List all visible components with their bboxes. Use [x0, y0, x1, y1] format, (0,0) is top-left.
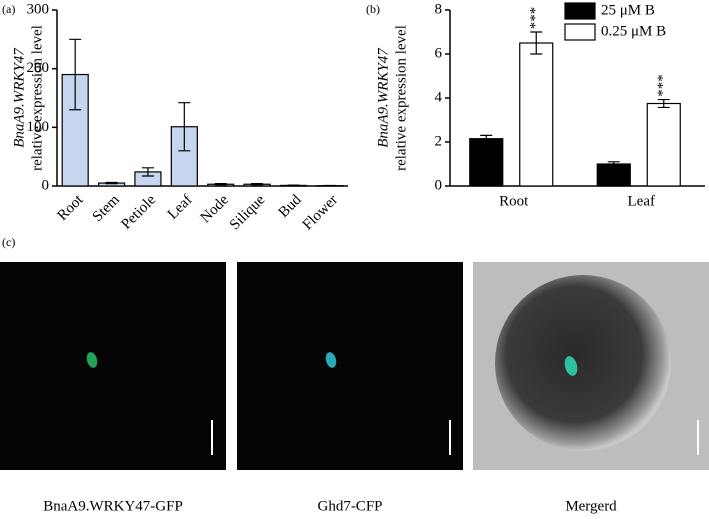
y-tick-label: 2	[435, 133, 443, 149]
x-tick-label: Root	[499, 193, 529, 209]
error-bar	[657, 98, 670, 109]
panel-label: (b)	[366, 2, 380, 16]
micrograph	[237, 262, 463, 470]
y-tick-label: 8	[435, 1, 443, 17]
error-bar	[178, 102, 191, 152]
error-bar	[141, 167, 154, 177]
error-bar	[251, 183, 264, 186]
micrograph	[473, 262, 709, 470]
x-tick-label: Flower	[300, 192, 341, 233]
y-tick-label: 200	[27, 60, 50, 76]
y-axis-label: relative expression level	[393, 25, 409, 171]
image-caption: Mergerd	[565, 498, 617, 514]
x-tick-label: Leaf	[165, 192, 196, 223]
error-bar	[214, 183, 227, 186]
image-caption: BnaA9.WRKY47-GFP	[43, 498, 183, 514]
x-tick-label: Leaf	[628, 193, 655, 209]
x-tick-label: Petiole	[118, 192, 159, 233]
y-axis-label: BnaA9.WRKY47	[11, 47, 27, 148]
legend-label: 25 μM B	[601, 2, 655, 18]
legend-swatch	[564, 2, 596, 20]
y-tick-label: 6	[435, 45, 443, 61]
micrograph	[0, 262, 226, 470]
annotation: ***	[528, 7, 544, 30]
y-tick-label: 4	[435, 89, 443, 105]
x-tick-label: Root	[54, 191, 87, 224]
x-tick-label: Silique	[227, 192, 269, 234]
y-tick-label: 0	[435, 177, 443, 193]
error-bar	[607, 161, 620, 167]
panel-label: (c)	[2, 235, 15, 249]
bar	[469, 138, 504, 187]
image-caption: Ghd7-CFP	[317, 498, 382, 514]
y-axis-label: BnaA9.WRKY47	[375, 47, 391, 148]
y-axis-label: relative expression level	[29, 25, 45, 171]
bar	[646, 102, 681, 187]
panel-label: (a)	[2, 2, 15, 16]
error-bar	[69, 38, 82, 111]
x-tick-label: Stem	[90, 192, 123, 225]
error-bar	[105, 181, 118, 185]
annotation: ***	[655, 74, 671, 97]
error-bar	[287, 184, 300, 187]
error-bar	[480, 134, 493, 143]
y-tick-label: 100	[27, 119, 50, 135]
bar	[519, 42, 554, 187]
x-tick-label: Bud	[276, 192, 305, 221]
y-tick-label: 0	[42, 177, 50, 193]
bar	[596, 163, 631, 187]
error-bar	[530, 31, 543, 55]
legend-label: 0.25 μM B	[601, 23, 666, 39]
y-tick-label: 300	[27, 1, 50, 17]
legend-swatch	[564, 23, 596, 41]
